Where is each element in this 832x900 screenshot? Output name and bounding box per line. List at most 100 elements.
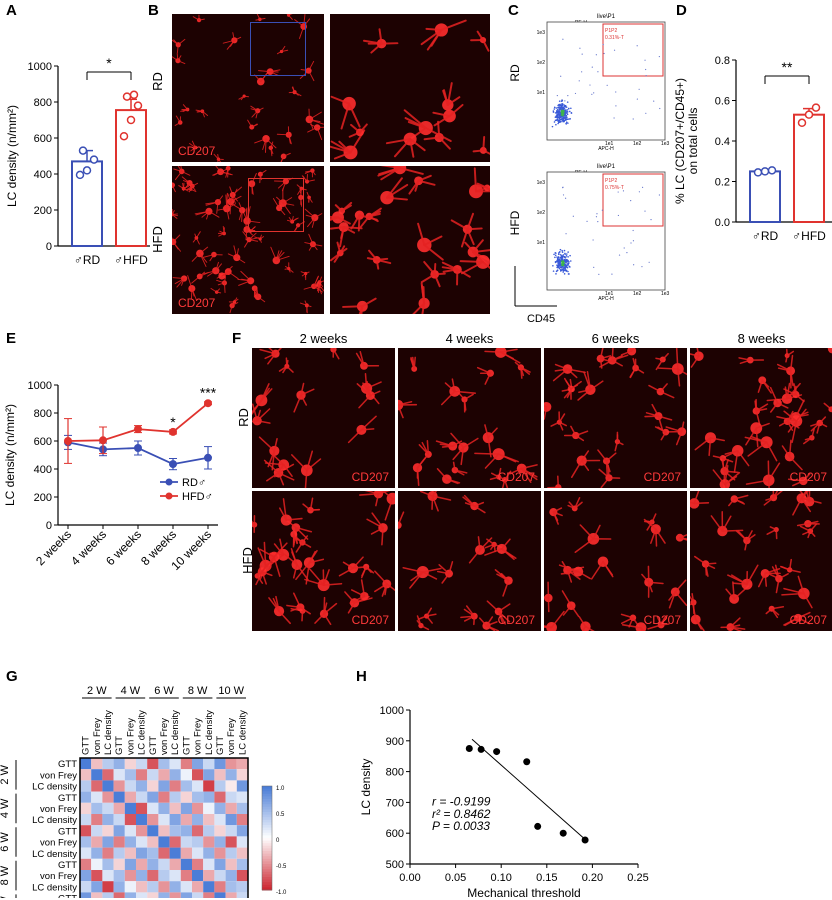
event-dot [560,269,562,272]
significance-marker: *** [200,385,217,401]
cell-dendrite [476,366,492,375]
cell-dendrite [499,351,521,364]
cell-dendrite [223,282,226,293]
variable-column-label: von Frey [125,718,136,755]
cell-dendrite [640,626,646,631]
panel-f-micrograph: CD207 [690,491,832,631]
cell-dendrite [374,570,388,585]
y-tick-label: 0.6 [715,96,730,108]
event-dot [632,118,634,120]
heatmap-cell [180,836,192,848]
cell-dendrite [501,538,511,550]
heatmap-cell [158,892,170,898]
heatmap-cell [102,870,114,882]
heatmap-cell [124,858,136,870]
heatmap-cell [203,802,215,814]
event-dot [562,194,565,196]
y-axis-label: LC density [359,759,373,816]
cell-texture [172,166,324,314]
bar [749,170,781,223]
cell-dendrite [288,134,291,144]
colorbar-tick-label: -0.5 [276,864,287,870]
cell-dendrite [602,560,614,578]
cell-dendrite [800,491,809,500]
cell-dendrite [770,606,785,610]
gate-pct: 0.31%-T [605,35,624,41]
panel-letter-b: B [148,2,159,19]
variable-column-label: LC density [103,710,114,755]
event-dot [564,112,566,115]
colorbar-frame [261,785,273,891]
event-dot [562,265,564,268]
event-dot [566,101,569,103]
cell-dendrite [323,613,332,626]
cell-dendrite [552,511,559,522]
heatmap-cell [80,780,92,792]
heatmap-cell [214,814,226,826]
event-dot [559,260,562,262]
cell-dendrite [172,236,174,243]
cell-dendrite [745,427,758,446]
heatmap-cell [214,791,226,803]
bar [115,109,147,247]
cell-dendrite [598,468,610,479]
cell-dendrite [300,388,315,396]
event-dot [570,107,572,110]
heatmap-cell [158,802,170,814]
heatmap-cell [113,791,125,803]
cell-dendrite [304,170,313,174]
cell-dendrite [275,250,280,261]
colorbar-segment [262,791,272,795]
cell-dendrite [446,96,461,106]
panel-b-hfd-overview-image: CD207 [172,166,324,314]
heatmap-cell [91,836,103,848]
cell-dendrite [422,567,442,573]
cell-dendrite [181,176,191,184]
cell-dendrite [285,265,290,270]
heatmap-cell [91,870,103,882]
cell-dendrite [256,14,261,20]
heatmap-cell [169,814,181,826]
event-dot [562,254,565,256]
heatmap-cell [136,870,148,882]
cell-dendrite [570,604,580,618]
cell-dendrite [484,424,489,439]
heatmap-cell [203,881,215,893]
event-dot [568,107,570,110]
cell-dendrite [448,103,464,118]
cell-dendrite [303,18,311,27]
cell-dendrite [550,421,561,427]
colorbar-tick-label: 1.0 [276,786,285,792]
cell-dendrite [647,624,662,630]
cell-dendrite [476,30,484,42]
heatmap-cell [136,847,148,859]
event-dot [562,264,565,267]
cell-dendrite [802,473,811,482]
colorbar-segment [262,869,272,873]
cell-dendrite [436,468,448,480]
cell-dendrite [280,155,285,162]
y-tick-label: 1000 [28,61,52,73]
event-dot [558,116,560,118]
cell-dendrite [484,548,503,556]
gate-title: live\P1 [597,164,616,170]
cell-dendrite [788,439,792,458]
cell-dendrite [296,563,309,581]
cell-dendrite [217,282,225,286]
cell-dendrite [668,591,677,609]
heatmap-cell [203,825,215,837]
colorbar-segment [262,882,272,886]
event-dot [648,261,650,263]
cell-dendrite [391,497,395,501]
gate-title: live\P1 [597,14,616,20]
cell-dendrite [472,249,490,254]
event-dot [555,111,558,114]
cell-dendrite [386,183,409,199]
cell-dendrite [238,202,243,211]
cell-dendrite [279,538,284,556]
cell-dendrite [544,405,548,408]
cell-dendrite [466,212,475,231]
cell-dendrite [359,351,365,367]
event-dot [566,262,568,264]
cell-dendrite [443,89,449,106]
